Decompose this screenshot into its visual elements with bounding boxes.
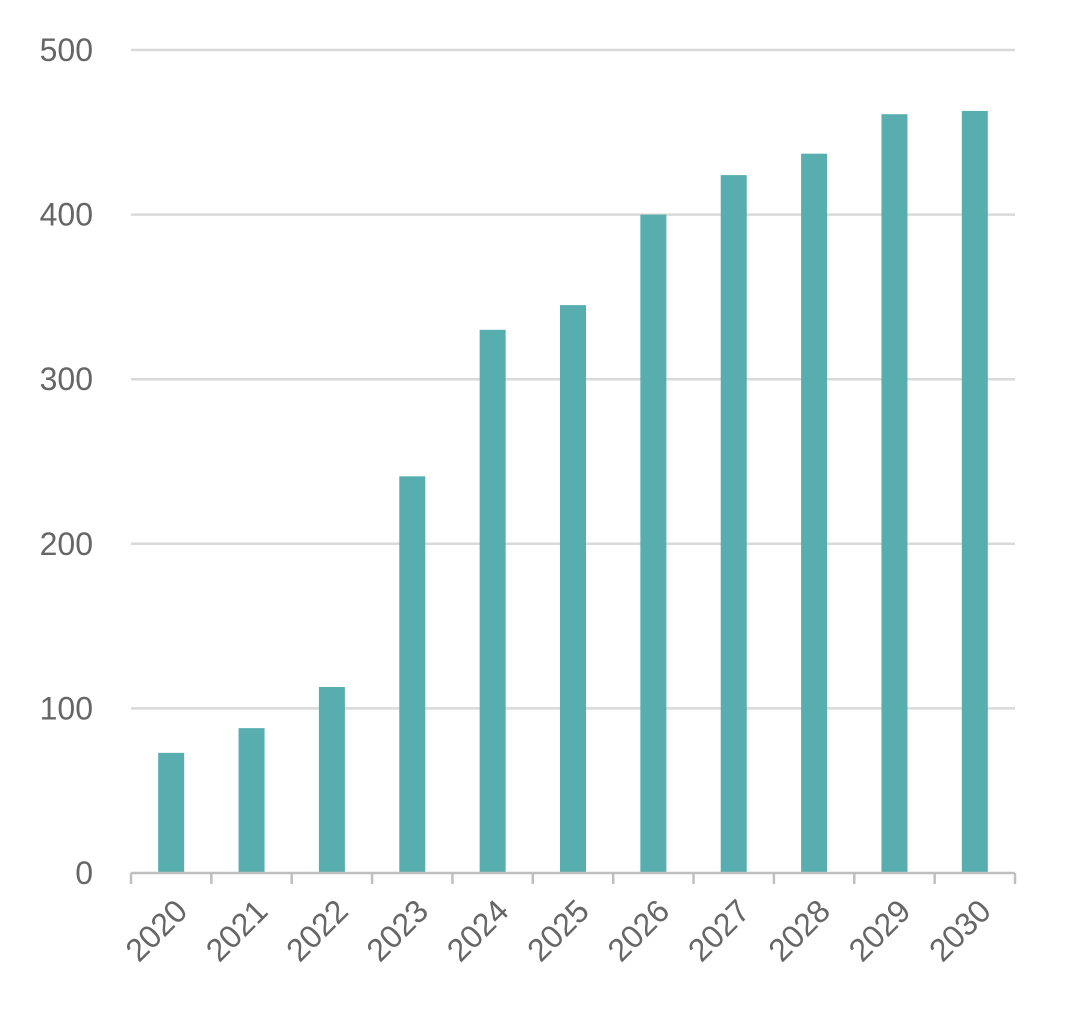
y-tick-labels: 0 100 200 300 400 500 xyxy=(40,32,93,891)
x-axis xyxy=(129,871,1017,884)
x-tick-label: 2027 xyxy=(681,892,757,968)
bar-2020 xyxy=(158,752,185,873)
bar-2027 xyxy=(720,175,747,873)
y-tick-label: 0 xyxy=(75,855,93,891)
x-tick-label: 2029 xyxy=(842,892,918,968)
x-tick-label: 2030 xyxy=(922,892,998,968)
y-tick-label: 100 xyxy=(40,690,93,726)
bar-2023 xyxy=(399,476,426,873)
y-tick-label: 400 xyxy=(40,197,93,233)
x-tick-label: 2028 xyxy=(761,892,837,968)
x-tick-label: 2021 xyxy=(199,892,275,968)
x-tick-label: 2025 xyxy=(520,892,596,968)
x-tick-labels: 2020 2021 2022 2023 2024 2025 2026 2027 2028 2029… xyxy=(118,892,997,968)
y-tick-label: 200 xyxy=(40,526,93,562)
bar-2021 xyxy=(238,728,265,873)
x-tick-label: 2023 xyxy=(359,892,435,968)
x-tick-label: 2026 xyxy=(601,892,677,968)
bar-2022 xyxy=(318,687,345,873)
x-tick-label: 2022 xyxy=(279,892,355,968)
x-tick-label: 2024 xyxy=(440,892,516,968)
y-tick-label: 300 xyxy=(40,361,93,397)
bar-2025 xyxy=(560,305,586,873)
x-tick-label: 2020 xyxy=(118,892,194,968)
bars xyxy=(158,110,988,874)
bar-2029 xyxy=(881,114,908,874)
bar-2026 xyxy=(640,214,667,874)
bar-2030 xyxy=(961,110,988,874)
y-tick-label: 500 xyxy=(40,32,93,68)
bar-2024 xyxy=(479,329,506,873)
bar-2028 xyxy=(801,153,828,873)
